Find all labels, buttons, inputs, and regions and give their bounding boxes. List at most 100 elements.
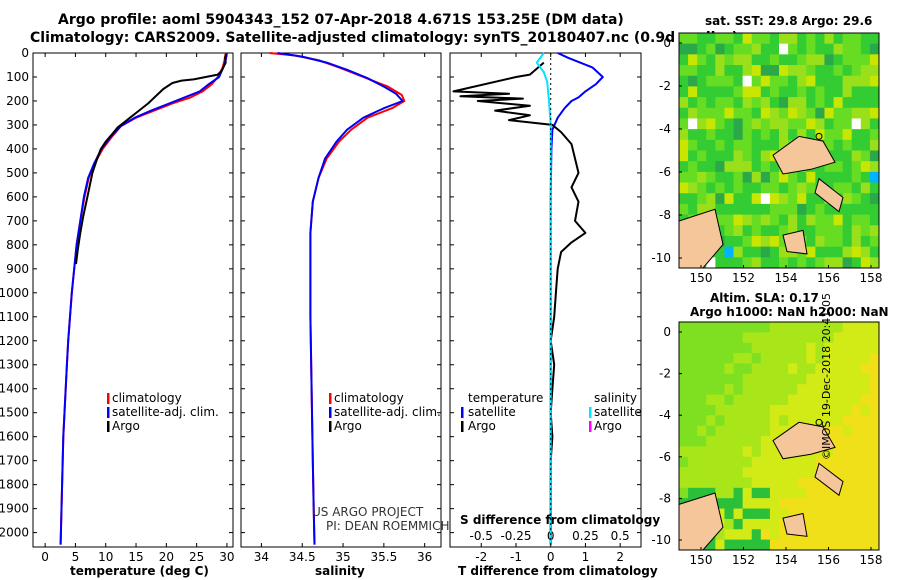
diff-legend-t-satellite: satellite	[468, 405, 516, 419]
map-cell	[697, 86, 707, 98]
map-cell	[706, 446, 716, 458]
map-cell	[697, 425, 707, 437]
map-cell	[724, 257, 735, 269]
map-cell	[842, 518, 853, 530]
map-cell	[788, 214, 798, 226]
map-cell	[788, 508, 798, 520]
map-cell	[724, 363, 735, 375]
map-y-tick: -2	[659, 367, 671, 381]
map-cell	[688, 332, 698, 344]
map-cell	[688, 322, 698, 333]
map-cell	[842, 394, 853, 406]
legend-marker	[589, 421, 592, 432]
map-cell	[860, 203, 871, 216]
map-cell	[788, 415, 798, 427]
map-cell	[679, 425, 689, 437]
map-cell	[751, 467, 762, 478]
map-cell	[769, 65, 780, 77]
map-frame	[678, 321, 880, 551]
map-cell	[797, 193, 807, 205]
map-cell	[769, 129, 780, 141]
map-cell	[769, 456, 780, 468]
map-cell	[679, 161, 689, 173]
map-cell	[851, 353, 862, 364]
map-cell	[769, 498, 780, 510]
map-cell	[679, 97, 689, 109]
map-cell	[715, 342, 725, 354]
map-cell	[724, 97, 735, 109]
map-cell	[833, 161, 844, 173]
map-cell	[788, 332, 798, 344]
map-cell	[833, 225, 844, 237]
map-cell	[824, 322, 835, 333]
map-cell	[715, 257, 725, 269]
map-cell	[824, 487, 835, 499]
map-cell	[797, 477, 807, 489]
map-cell	[797, 467, 807, 478]
s-tick-label: 0.5	[611, 529, 630, 543]
map-cell	[715, 404, 725, 416]
map-cell	[769, 246, 780, 258]
map-cell	[760, 203, 771, 216]
map-cell	[869, 171, 880, 184]
map-cell	[733, 65, 744, 77]
map-cell	[706, 394, 716, 406]
map-cell	[788, 373, 798, 385]
map-cell	[779, 65, 789, 77]
map-cell	[833, 498, 844, 510]
map-cell	[788, 487, 798, 499]
map-cell	[706, 373, 716, 385]
s-tick-label: 0.25	[572, 529, 599, 543]
map-cell	[833, 342, 844, 354]
map-cell	[779, 257, 789, 269]
map-cell	[806, 353, 816, 364]
map-cell	[869, 498, 880, 510]
map-cell	[769, 97, 780, 109]
map-cell	[806, 539, 816, 551]
map-cell	[715, 118, 725, 130]
map-cell	[760, 529, 771, 541]
map-cell	[815, 65, 825, 77]
map-cell	[724, 477, 735, 489]
map-cell	[797, 65, 807, 77]
map-cell	[815, 75, 825, 87]
map-cell	[851, 129, 862, 141]
map-cell	[833, 446, 844, 458]
map-cell	[851, 54, 862, 66]
map-cell	[824, 394, 835, 406]
map-cell	[697, 373, 707, 385]
map-cell	[733, 257, 744, 269]
map-cell	[742, 129, 753, 141]
map-cell	[688, 65, 698, 77]
map-cell	[751, 97, 762, 109]
sst-map-title: sat. SST: 29.8 Argo: 29.6	[705, 14, 873, 28]
map-cell	[742, 363, 753, 375]
map-cell	[769, 214, 780, 226]
map-cell	[842, 332, 853, 344]
map-cell	[815, 539, 825, 551]
map-cell	[833, 214, 844, 226]
map-cell	[860, 322, 871, 333]
map-cell	[679, 394, 689, 406]
map-cell	[769, 322, 780, 333]
map-cell	[715, 539, 725, 551]
map-cell	[833, 539, 844, 551]
map-cell	[697, 332, 707, 344]
map-cell	[842, 118, 853, 130]
map-cell	[842, 75, 853, 87]
depth-tick-label: 1700	[0, 454, 29, 468]
map-cell	[824, 353, 835, 364]
map-cell	[797, 404, 807, 416]
diff-legend-temperature-title: temperature	[468, 391, 544, 405]
map-cell	[724, 508, 735, 520]
map-cell	[751, 539, 762, 551]
map-cell	[697, 129, 707, 141]
map-cell	[851, 332, 862, 344]
map-cell	[733, 139, 744, 151]
map-cell	[715, 487, 725, 499]
map-cell	[724, 171, 735, 184]
diff-legend-s-argo: Argo	[594, 419, 622, 433]
map-cell	[815, 129, 825, 141]
map-cell	[824, 425, 835, 437]
map-cell	[833, 332, 844, 344]
